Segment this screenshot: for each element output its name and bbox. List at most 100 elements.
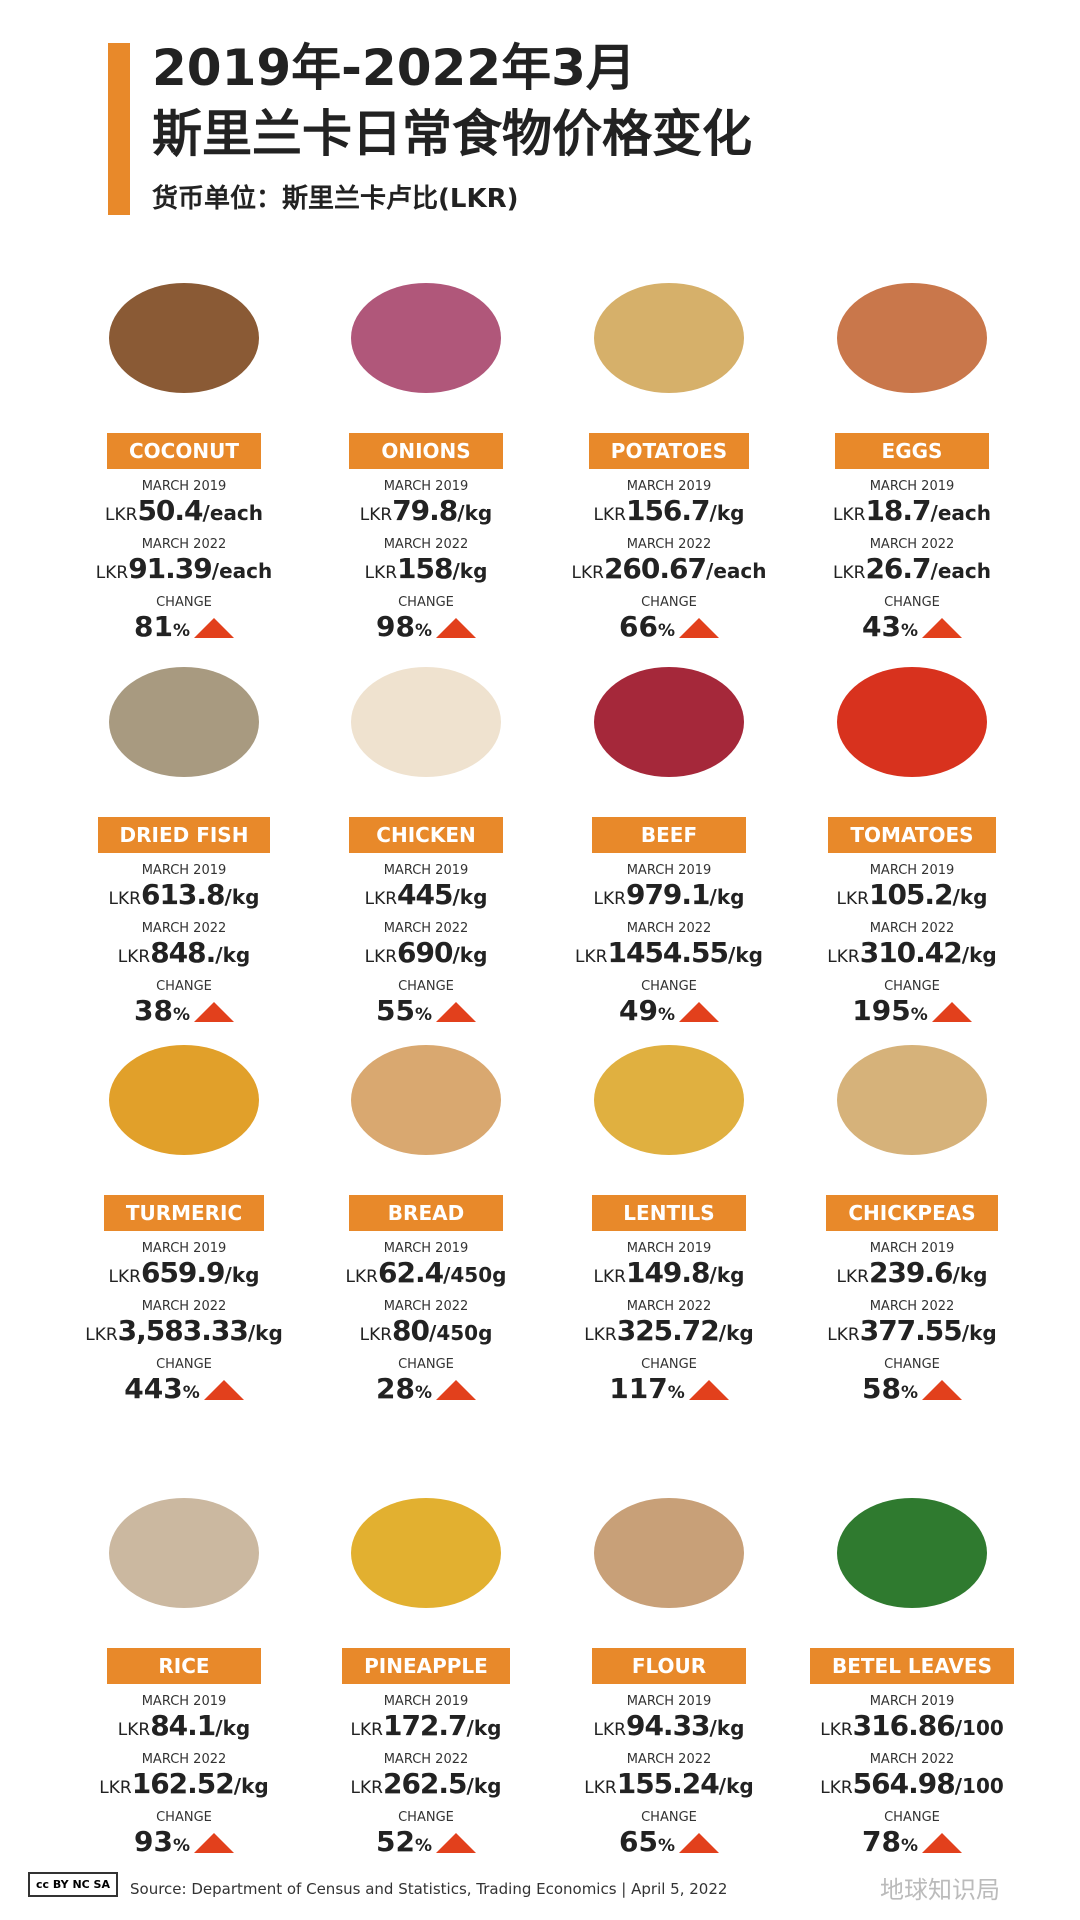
period-label: MARCH 2022 [626, 1299, 712, 1314]
food-image [109, 667, 259, 777]
change-line: 117% [554, 1372, 784, 1405]
period-label: MARCH 2019 [869, 1241, 955, 1256]
period-label: MARCH 2019 [869, 479, 955, 494]
change-line: 443% [69, 1372, 299, 1405]
currency: LKR [820, 1720, 853, 1740]
price: 262.5 [382, 1767, 468, 1800]
food-image [594, 667, 744, 777]
up-arrow [679, 1002, 719, 1022]
subtitle: 货币单位：斯里兰卡卢比(LKR) [152, 184, 519, 214]
period-label: MARCH 2022 [141, 537, 227, 552]
price: 848. [150, 936, 216, 969]
item-card: TURMERIC MARCH 2019 LKR659.9/kg MARCH 2022 L… [69, 1045, 299, 1405]
currency: LKR [833, 563, 866, 583]
item-card: POTATOES MARCH 2019 LKR156.7/kg MARCH 2022 L… [554, 283, 784, 643]
price-line: LKR162.52/kg [69, 1767, 299, 1800]
change-label: CHANGE [884, 595, 940, 610]
change-line: 38% [69, 994, 299, 1027]
percent: % [900, 621, 918, 641]
period-label: MARCH 2022 [869, 1299, 955, 1314]
change-value: 55 [375, 994, 415, 1027]
unit: /each [211, 559, 273, 583]
period-label: MARCH 2019 [626, 1694, 712, 1709]
food-image [594, 283, 744, 393]
currency: LKR [95, 563, 129, 583]
food-image [109, 1045, 259, 1155]
period-label: MARCH 2022 [383, 1299, 469, 1314]
price-line: LKR94.33/kg [554, 1709, 784, 1742]
change-line: 66% [554, 610, 784, 643]
period-label: MARCH 2019 [626, 1241, 712, 1256]
change-value: 81 [133, 610, 173, 643]
currency: LKR [359, 1325, 393, 1345]
percent: % [414, 1005, 432, 1025]
item-name: BETEL LEAVES [810, 1648, 1014, 1684]
unit: /kg [961, 1321, 997, 1345]
period-label: MARCH 2019 [626, 479, 712, 494]
food-image [351, 283, 501, 393]
currency: LKR [593, 505, 626, 525]
percent: % [414, 621, 432, 641]
price: 260.67 [603, 552, 707, 585]
watermark: 地球知识局 [880, 1876, 1000, 1904]
period-label: MARCH 2022 [869, 537, 955, 552]
currency: LKR [350, 1720, 383, 1740]
food-image [109, 1498, 259, 1608]
period-label: MARCH 2022 [141, 921, 227, 936]
price-line: LKR613.8/kg [69, 878, 299, 911]
change-line: 58% [797, 1372, 1027, 1405]
price-line: LKR445/kg [311, 878, 541, 911]
change-label: CHANGE [641, 595, 697, 610]
food-image [351, 1045, 501, 1155]
currency: LKR [827, 1325, 860, 1345]
food-image [109, 283, 259, 393]
currency: LKR [364, 563, 398, 583]
price: 26.7 [865, 552, 931, 585]
item-card: TOMATOES MARCH 2019 LKR105.2/kg MARCH 2022 L… [797, 667, 1027, 1027]
unit: /kg [718, 1321, 754, 1345]
up-arrow [679, 618, 719, 638]
item-card: BEEF MARCH 2019 LKR979.1/kg MARCH 2022 LKR14… [554, 667, 784, 1027]
item-name: ONIONS [349, 433, 503, 469]
item-name: TURMERIC [103, 1195, 265, 1231]
change-line: 195% [797, 994, 1027, 1027]
price-line: LKR3,583.33/kg [69, 1314, 299, 1347]
change-line: 28% [311, 1372, 541, 1405]
price: 94.33 [625, 1709, 711, 1742]
change-line: 52% [311, 1825, 541, 1858]
item-card: RICE MARCH 2019 LKR84.1/kg MARCH 2022 LKR162… [69, 1498, 299, 1858]
price: 690 [397, 936, 453, 969]
change-label: CHANGE [641, 1810, 697, 1825]
unit: /kg [224, 885, 260, 909]
price: 377.55 [859, 1314, 963, 1347]
item-name: COCONUT [107, 433, 261, 469]
currency: LKR [350, 1778, 383, 1798]
period-label: MARCH 2019 [141, 1694, 227, 1709]
price: 445 [397, 878, 453, 911]
item-card: BREAD MARCH 2019 LKR62.4/450g MARCH 2022 LKR… [311, 1045, 541, 1405]
food-image [837, 1498, 987, 1608]
title: 斯里兰卡日常食物价格变化 [152, 105, 752, 163]
unit: /kg [718, 1774, 754, 1798]
percent: % [657, 1836, 675, 1856]
price: 62.4 [377, 1256, 444, 1289]
unit: /100 [954, 1716, 1004, 1740]
unit: /kg [466, 1774, 502, 1798]
change-value: 58 [861, 1372, 901, 1405]
period-label: MARCH 2019 [383, 1694, 469, 1709]
unit: /kg [247, 1321, 283, 1345]
price-line: LKR848./kg [69, 936, 299, 969]
unit: /100 [954, 1774, 1004, 1798]
currency: LKR [836, 889, 869, 909]
unit: /each [202, 501, 263, 525]
change-label: CHANGE [884, 979, 940, 994]
price-line: LKR310.42/kg [797, 936, 1027, 969]
period-label: MARCH 2019 [141, 479, 227, 494]
up-arrow [194, 1002, 234, 1022]
item-name: TOMATOES [828, 817, 996, 853]
price-line: LKR316.86/100 [797, 1709, 1027, 1742]
change-value: 52 [375, 1825, 415, 1858]
price: 172.7 [382, 1709, 468, 1742]
price-line: LKR979.1/kg [554, 878, 784, 911]
item-card: PINEAPPLE MARCH 2019 LKR172.7/kg MARCH 2022… [311, 1498, 541, 1858]
